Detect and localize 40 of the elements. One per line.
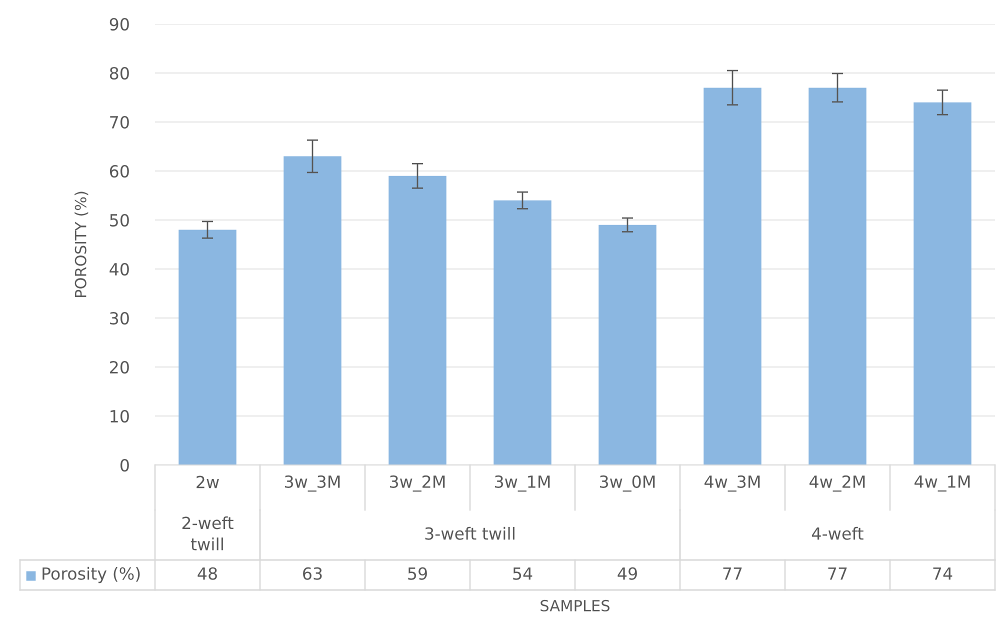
x-tick-label: 4w_2M bbox=[810, 475, 865, 492]
text: 4-weft bbox=[812, 526, 864, 540]
y-tick-label: 50 bbox=[110, 214, 129, 227]
data-label: 49 bbox=[618, 567, 637, 580]
data-label: 77 bbox=[828, 567, 847, 580]
bar bbox=[808, 88, 866, 465]
text: 2-weft twill bbox=[182, 516, 234, 550]
bar bbox=[494, 200, 552, 465]
x-tick-label: 3w_0M bbox=[600, 475, 655, 492]
bar bbox=[914, 102, 972, 465]
y-tick-label: 60 bbox=[110, 164, 129, 178]
y-tick-label: 20 bbox=[110, 360, 129, 374]
y-tick-label: 10 bbox=[110, 410, 129, 423]
data-label: 77 bbox=[723, 567, 742, 580]
x-tick-label: 3w_2M bbox=[390, 475, 445, 492]
bar bbox=[598, 224, 656, 465]
data-label: 54 bbox=[513, 567, 532, 580]
y-tick-label: 40 bbox=[110, 262, 129, 276]
bar bbox=[388, 176, 446, 465]
text: 3-weft twill bbox=[425, 526, 514, 540]
bar bbox=[704, 88, 762, 465]
data-label: 59 bbox=[408, 567, 427, 580]
y-tick-label: 80 bbox=[110, 66, 129, 80]
y-axis-title: POROSITY (%) bbox=[74, 192, 88, 298]
y-tick-label: 0 bbox=[120, 458, 129, 472]
x-tick-label: 2w bbox=[196, 476, 219, 488]
x-tick-label: 4w_3M bbox=[704, 475, 760, 492]
y-tick-label: 70 bbox=[110, 116, 129, 129]
text: SAMPLES bbox=[540, 600, 610, 612]
bar bbox=[284, 156, 342, 465]
legend-label: Porosity (%) bbox=[42, 566, 140, 584]
data-label: 74 bbox=[933, 567, 952, 580]
data-label: 48 bbox=[198, 567, 217, 580]
x-tick-label: 3w_1M bbox=[494, 475, 550, 492]
y-tick-label: 30 bbox=[110, 312, 129, 325]
bar bbox=[178, 230, 236, 465]
x-tick-label: 4w_1M bbox=[914, 475, 970, 492]
y-tick-label: 90 bbox=[110, 18, 129, 31]
x-tick-label: 3w_3M bbox=[284, 475, 340, 492]
data-label: 63 bbox=[303, 567, 322, 580]
